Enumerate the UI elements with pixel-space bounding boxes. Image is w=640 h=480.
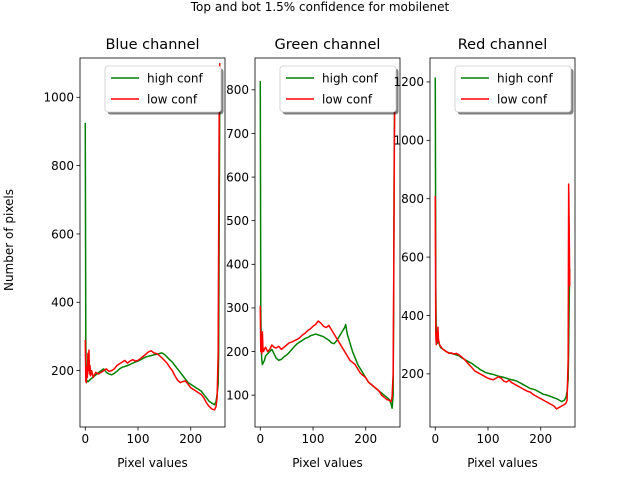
blue-channel-x-axis-label: Pixel values — [117, 456, 188, 470]
blue-channel-axes-frame — [79, 57, 226, 428]
blue-channel-x-tick-label-200: 200 — [179, 432, 202, 446]
blue-channel-legend-low-conf-label: low conf — [147, 92, 198, 106]
red-channel-title: Red channel — [458, 37, 548, 53]
red-channel-y-tick-label-400: 400 — [401, 309, 424, 323]
green-channel-y-tick-label-800: 800 — [226, 83, 249, 97]
red-channel-x-tick-label-100: 100 — [477, 432, 500, 446]
blue-channel-y-tick-label-600: 600 — [51, 227, 74, 241]
blue-channel-title: Blue channel — [105, 37, 199, 53]
green-channel-y-tick-label-700: 700 — [226, 127, 249, 141]
green-channel-y-tick-label-300: 300 — [226, 301, 249, 315]
red-channel-x-axis-label: Pixel values — [467, 456, 538, 470]
red-channel-y-tick-label-800: 800 — [401, 192, 424, 206]
green-channel-y-tick-label-200: 200 — [226, 345, 249, 359]
red-channel-y-tick-label-600: 600 — [401, 250, 424, 264]
green-channel-panel: Green channel 0 100 200 100 200 300 400 500 600 70… — [226, 37, 401, 470]
blue-channel-x-tick-label-100: 100 — [127, 432, 150, 446]
green-channel-x-tick-label-0: 0 — [256, 432, 264, 446]
blue-channel-series-high-conf-line — [84, 97, 221, 406]
green-channel-legend-low-conf-label: low conf — [322, 92, 373, 106]
green-channel-x-axis-label: Pixel values — [292, 456, 363, 470]
green-channel-x-tick-label-200: 200 — [354, 432, 377, 446]
red-channel-legend-high-conf-label: high conf — [497, 71, 554, 85]
blue-channel-legend: high conf low conf — [104, 65, 224, 115]
blue-channel-y-tick-label-800: 800 — [51, 159, 74, 173]
red-channel-y-tick-label-1000: 1000 — [393, 134, 424, 148]
green-channel-y-tick-label-600: 600 — [226, 170, 249, 184]
shared-y-axis-label: Number of pixels — [2, 189, 16, 291]
blue-channel-y-tick-label-200: 200 — [51, 364, 74, 378]
red-channel-y-tick-label-1200: 1200 — [393, 75, 424, 89]
green-channel-legend-high-conf-label: high conf — [322, 71, 379, 85]
blue-channel-y-tick-label-1000: 1000 — [43, 91, 74, 105]
green-channel-y-tick-label-400: 400 — [226, 258, 249, 272]
green-channel-y-tick-label-500: 500 — [226, 214, 249, 228]
red-channel-axes-frame — [429, 57, 576, 428]
blue-channel-series-low-conf-line — [84, 63, 221, 411]
red-channel-x-tick-label-200: 200 — [529, 432, 552, 446]
blue-channel-y-tick-label-400: 400 — [51, 296, 74, 310]
green-channel-y-tick-label-100: 100 — [226, 388, 249, 402]
blue-channel-x-tick-label-0: 0 — [81, 432, 89, 446]
figure-suptitle: Top and bot 1.5% confidence for mobilene… — [190, 0, 450, 14]
red-channel-series-low-conf-line — [434, 183, 571, 410]
red-channel-panel: Red channel 0 100 200 200 400 600 800 1000 1200 Pi… — [393, 37, 576, 470]
red-channel-x-tick-label-0: 0 — [431, 432, 439, 446]
red-channel-legend: high conf low conf — [454, 65, 574, 115]
blue-channel-panel: Blue channel 0 100 200 200 400 600 800 1000 Pixel… — [43, 37, 226, 470]
green-channel-axes-frame — [254, 57, 401, 428]
green-channel-legend: high conf low conf — [279, 65, 399, 115]
green-channel-series-low-conf-line — [259, 89, 396, 403]
red-channel-legend-low-conf-label: low conf — [497, 92, 548, 106]
blue-channel-legend-high-conf-label: high conf — [147, 71, 204, 85]
green-channel-series-high-conf-line — [259, 81, 396, 409]
green-channel-x-tick-label-100: 100 — [302, 432, 325, 446]
green-channel-title: Green channel — [275, 37, 381, 53]
red-channel-y-tick-label-200: 200 — [401, 367, 424, 381]
